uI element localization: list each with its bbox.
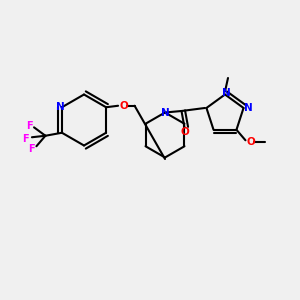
Text: O: O [181,127,190,137]
Text: N: N [56,102,65,112]
Text: F: F [22,134,29,144]
Text: N: N [244,103,252,113]
Text: N: N [222,88,231,98]
Text: N: N [160,107,169,118]
Text: O: O [247,137,255,147]
Text: F: F [26,121,33,131]
Text: F: F [28,144,35,154]
Text: O: O [119,101,128,111]
